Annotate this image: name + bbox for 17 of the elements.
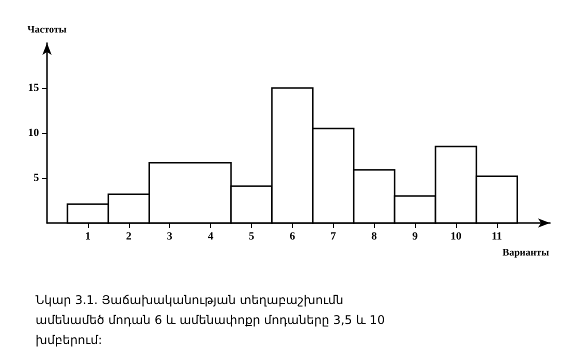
x-tick-label: 2 [126, 230, 132, 242]
x-tick-label: 1 [85, 230, 91, 242]
x-tick-label: 3 [166, 230, 173, 242]
x-tick-label: 9 [412, 230, 418, 242]
x-tick-label: 6 [290, 230, 296, 242]
x-tick-label: 5 [248, 230, 255, 242]
x-tick-label: 4 [208, 230, 214, 242]
x-tick-label: 11 [492, 230, 502, 242]
y-tick-label: 15 [28, 82, 40, 94]
x-tick-label: 10 [450, 230, 462, 242]
y-tick-label: 5 [34, 172, 40, 184]
x-tick-label: 8 [371, 230, 378, 242]
text: Նկար 3.1. Յաճախականության տեղաբաշխումն ամենամեծ մոդան 6 և ամենափոքր մոդաները 3,5 և 10 խմբերում: [36, 293, 389, 347]
y-tick-label: 10 [28, 127, 40, 139]
x-axis-title: Варианты [502, 248, 550, 258]
x-tick-label: 7 [330, 230, 337, 242]
y-axis-title: Частоты [27, 24, 67, 36]
